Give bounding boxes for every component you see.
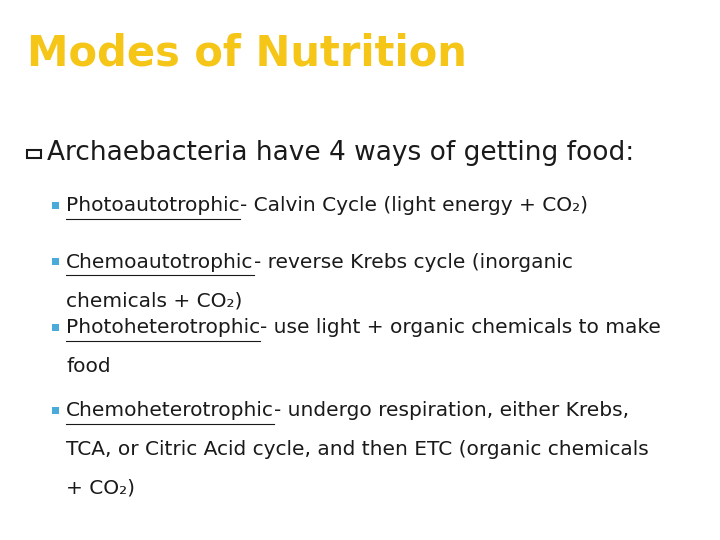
Bar [27,150,41,158]
Text: - use light + organic chemicals to make: - use light + organic chemicals to make [261,319,661,338]
Text: - reverse Krebs cycle (inorganic: - reverse Krebs cycle (inorganic [253,253,572,272]
Text: TCA, or Citric Acid cycle, and then ETC (organic chemicals: TCA, or Citric Acid cycle, and then ETC … [66,440,649,459]
Text: + CO₂): + CO₂) [66,478,135,497]
Text: food: food [66,357,111,376]
Bar [52,201,59,208]
Text: Chemoautotrophic: Chemoautotrophic [66,253,253,272]
Text: Chemoheterotrophic: Chemoheterotrophic [66,401,274,421]
Text: Photoautotrophic: Photoautotrophic [66,196,240,215]
Text: - Calvin Cycle (light energy + CO₂): - Calvin Cycle (light energy + CO₂) [240,196,588,215]
Text: chemicals + CO₂): chemicals + CO₂) [66,291,243,310]
Bar [52,259,59,265]
Text: - undergo respiration, either Krebs,: - undergo respiration, either Krebs, [274,401,629,421]
Bar [52,407,59,414]
Text: Photoheterotrophic: Photoheterotrophic [66,319,261,338]
Bar [52,324,59,331]
Text: Modes of Nutrition: Modes of Nutrition [27,32,467,75]
Text: Archaebacteria have 4 ways of getting food:: Archaebacteria have 4 ways of getting fo… [47,140,634,166]
